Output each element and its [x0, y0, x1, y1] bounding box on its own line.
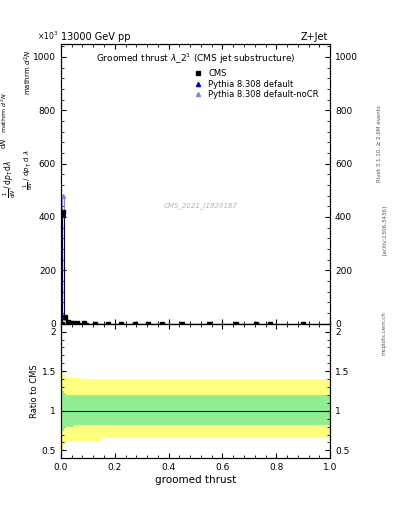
CMS [132, 321, 137, 327]
Pythia 8.308 default [207, 321, 211, 327]
Text: Rivet 3.1.10, ≥ 2.6M events: Rivet 3.1.10, ≥ 2.6M events [377, 105, 382, 182]
Pythia 8.308 default-noCR [207, 321, 211, 327]
Text: $\frac{1}{\mathrm{d}N}\,/\,\mathrm{d}p_\mathrm{T}\,\mathrm{d}\lambda$: $\frac{1}{\mathrm{d}N}\,/\,\mathrm{d}p_\… [2, 160, 18, 198]
CMS [119, 321, 124, 327]
Text: $\frac{1}{\mathrm{d}N}$ / $\mathrm{d}p_\mathrm{T}$ $\mathrm{d}$ $\lambda$: $\frac{1}{\mathrm{d}N}$ / $\mathrm{d}p_\… [22, 149, 36, 190]
CMS [207, 321, 211, 327]
Pythia 8.308 default [59, 321, 64, 327]
Pythia 8.308 default-noCR [132, 321, 137, 327]
Text: mathrm $d^2N$: mathrm $d^2N$ [23, 49, 34, 95]
CMS [75, 320, 79, 326]
Line: CMS: CMS [59, 209, 305, 326]
Pythia 8.308 default [254, 321, 259, 327]
Text: CMS_2021_I1920187: CMS_2021_I1920187 [164, 203, 238, 209]
CMS [301, 321, 306, 327]
Pythia 8.308 default-noCR [180, 321, 184, 327]
Pythia 8.308 default-noCR [71, 320, 75, 326]
Pythia 8.308 default [61, 211, 65, 218]
Pythia 8.308 default-noCR [160, 321, 164, 327]
Pythia 8.308 default-noCR [119, 321, 124, 327]
Pythia 8.308 default-noCR [146, 321, 151, 327]
CMS [61, 208, 65, 215]
Pythia 8.308 default [106, 321, 110, 327]
CMS [62, 314, 67, 320]
Y-axis label: Ratio to CMS: Ratio to CMS [30, 364, 39, 418]
Pythia 8.308 default [233, 321, 238, 327]
CMS [68, 319, 73, 326]
Pythia 8.308 default [92, 321, 97, 327]
Pythia 8.308 default [301, 321, 306, 327]
CMS [59, 321, 64, 327]
CMS [267, 321, 272, 327]
Pythia 8.308 default-noCR [75, 320, 79, 326]
Pythia 8.308 default-noCR [233, 321, 238, 327]
Text: $\times10^3$: $\times10^3$ [37, 30, 58, 42]
CMS [71, 320, 75, 326]
Text: Groomed thrust $\lambda\_2^1$ (CMS jet substructure): Groomed thrust $\lambda\_2^1$ (CMS jet s… [96, 52, 295, 67]
Pythia 8.308 default-noCR [62, 314, 67, 321]
Pythia 8.308 default-noCR [301, 321, 306, 327]
Pythia 8.308 default [119, 321, 124, 327]
CMS [65, 318, 70, 325]
CMS [106, 321, 110, 327]
CMS [233, 321, 238, 327]
Text: mathrm $d^2N$: mathrm $d^2N$ [0, 92, 9, 133]
Pythia 8.308 default [267, 321, 272, 327]
Pythia 8.308 default-noCR [59, 321, 64, 327]
Pythia 8.308 default [71, 320, 75, 326]
Pythia 8.308 default [75, 320, 79, 326]
CMS [81, 321, 86, 327]
Pythia 8.308 default-noCR [106, 321, 110, 327]
CMS [146, 321, 151, 327]
CMS [254, 321, 259, 327]
Pythia 8.308 default [62, 314, 67, 321]
Pythia 8.308 default-noCR [81, 321, 86, 327]
Pythia 8.308 default [132, 321, 137, 327]
Pythia 8.308 default [160, 321, 164, 327]
CMS [92, 321, 97, 327]
CMS [180, 321, 184, 327]
Text: [arXiv:1306.3436]: [arXiv:1306.3436] [382, 205, 387, 255]
Pythia 8.308 default [68, 319, 73, 326]
Legend: CMS, Pythia 8.308 default, Pythia 8.308 default-noCR: CMS, Pythia 8.308 default, Pythia 8.308 … [188, 67, 321, 101]
Pythia 8.308 default [146, 321, 151, 327]
Pythia 8.308 default-noCR [92, 321, 97, 327]
Text: Z+Jet: Z+Jet [301, 32, 328, 42]
Line: Pythia 8.308 default: Pythia 8.308 default [59, 212, 305, 326]
Text: 13000 GeV pp: 13000 GeV pp [61, 32, 130, 42]
Text: mcplots.cern.ch: mcplots.cern.ch [382, 311, 387, 355]
Pythia 8.308 default-noCR [68, 319, 73, 326]
Pythia 8.308 default-noCR [267, 321, 272, 327]
CMS [160, 321, 164, 327]
Pythia 8.308 default [65, 318, 70, 325]
Line: Pythia 8.308 default-noCR: Pythia 8.308 default-noCR [59, 194, 305, 326]
Text: $\overline{\mathrm{d}N}$: $\overline{\mathrm{d}N}$ [0, 138, 9, 149]
Pythia 8.308 default-noCR [254, 321, 259, 327]
Pythia 8.308 default-noCR [65, 318, 70, 325]
Pythia 8.308 default [81, 321, 86, 327]
Pythia 8.308 default [180, 321, 184, 327]
Pythia 8.308 default-noCR [61, 193, 65, 199]
X-axis label: groomed thrust: groomed thrust [155, 475, 236, 485]
